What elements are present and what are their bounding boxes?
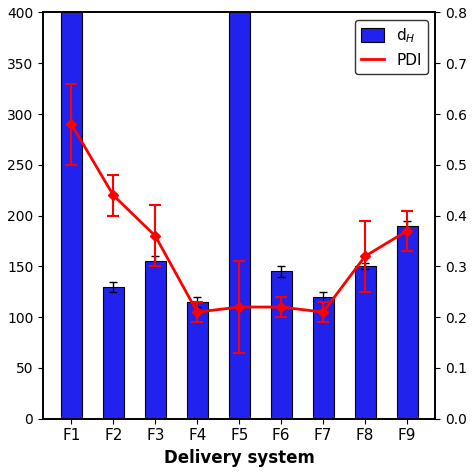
- Bar: [355, 266, 375, 419]
- Bar: [103, 287, 124, 419]
- Bar: [187, 302, 208, 419]
- Bar: [228, 0, 250, 419]
- Bar: [313, 297, 334, 419]
- Bar: [271, 272, 292, 419]
- Legend: d$_H$, PDI: d$_H$, PDI: [355, 20, 428, 74]
- Bar: [145, 261, 166, 419]
- X-axis label: Delivery system: Delivery system: [164, 449, 315, 467]
- Bar: [397, 226, 418, 419]
- Bar: [61, 0, 82, 419]
